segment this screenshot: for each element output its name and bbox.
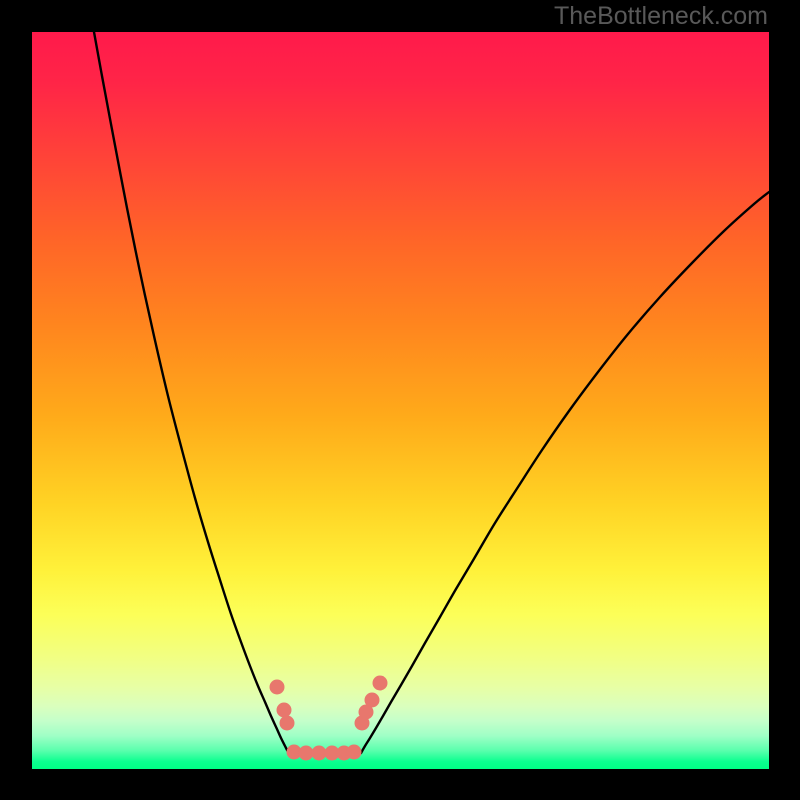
data-marker: [359, 705, 374, 720]
curve-right: [361, 192, 769, 753]
data-marker: [280, 716, 295, 731]
data-marker: [270, 680, 285, 695]
curve-left: [94, 32, 289, 753]
data-marker: [325, 746, 340, 761]
data-marker: [373, 676, 388, 691]
plot-area: [32, 32, 769, 769]
watermark-text: TheBottleneck.com: [554, 2, 768, 31]
data-marker: [312, 746, 327, 761]
data-marker: [337, 746, 352, 761]
data-marker: [277, 703, 292, 718]
data-marker: [287, 745, 302, 760]
markers-bottom: [287, 745, 362, 761]
data-marker: [299, 746, 314, 761]
markers-left-arm: [270, 680, 295, 731]
chart-stage: TheBottleneck.com: [0, 0, 800, 800]
marker-layer: [32, 32, 769, 769]
data-marker: [355, 716, 370, 731]
markers-right-arm: [355, 676, 388, 731]
curve-layer: [32, 32, 769, 769]
data-marker: [347, 745, 362, 760]
data-marker: [365, 693, 380, 708]
